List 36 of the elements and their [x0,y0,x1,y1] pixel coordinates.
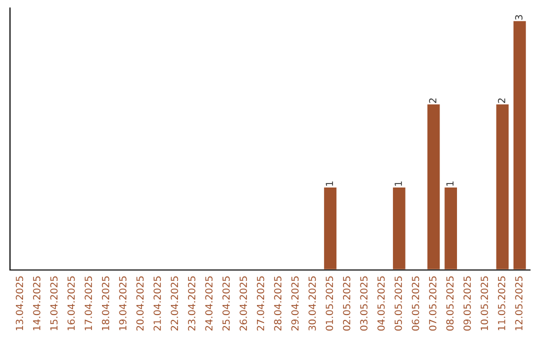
x-tick-label: 16.04.2025 [67,276,75,330]
x-tick-label: 12.05.2025 [515,276,522,330]
x-tick-label: 10.05.2025 [480,276,488,330]
x-tick-label: 15.04.2025 [50,276,58,330]
data-label: 3 [515,15,522,20]
x-tick-label: 07.05.2025 [429,276,436,331]
data-label: 2 [429,98,436,103]
x-tick-label: 03.05.2025 [360,276,368,331]
x-tick-label: 28.04.2025 [274,276,282,331]
x-tick-label: 26.04.2025 [240,276,247,331]
x-tick-label: 21.04.2025 [154,276,161,331]
x-tick-label: 08.05.2025 [446,276,454,331]
x-tick-label: 06.05.2025 [412,276,420,331]
x-tick-label: 01.05.2025 [326,276,334,331]
data-label: 1 [446,182,454,186]
x-tick-label: 29.04.2025 [291,276,299,331]
x-tick-label: 25.04.2025 [222,276,230,331]
x-tick-label: 30.04.2025 [308,276,316,330]
x-tick-label: 14.04.2025 [33,276,40,330]
x-tick-label: 09.05.2025 [463,276,471,331]
data-label: 1 [394,182,402,186]
x-tick-label: 19.04.2025 [119,276,126,330]
data-label: 1 [326,182,333,186]
x-tick-label: 05.05.2025 [394,276,402,331]
x-tick-label: 17.04.2025 [84,276,92,330]
x-tick-label: 02.05.2025 [342,276,350,331]
x-tick-label: 23.04.2025 [188,276,196,331]
x-tick-label: 04.05.2025 [377,276,385,331]
x-tick-label: 20.04.2025 [136,276,144,331]
x-tick-label: 24.04.2025 [205,276,213,331]
x-tick-label: 22.04.2025 [170,276,178,331]
data-label: 2 [498,98,506,103]
x-tick-label: 27.04.2025 [256,276,264,331]
x-tick-label: 18.04.2025 [102,276,110,330]
x-tick-label: 13.04.2025 [16,276,24,330]
x-tick-label: 11.05.2025 [498,276,506,330]
